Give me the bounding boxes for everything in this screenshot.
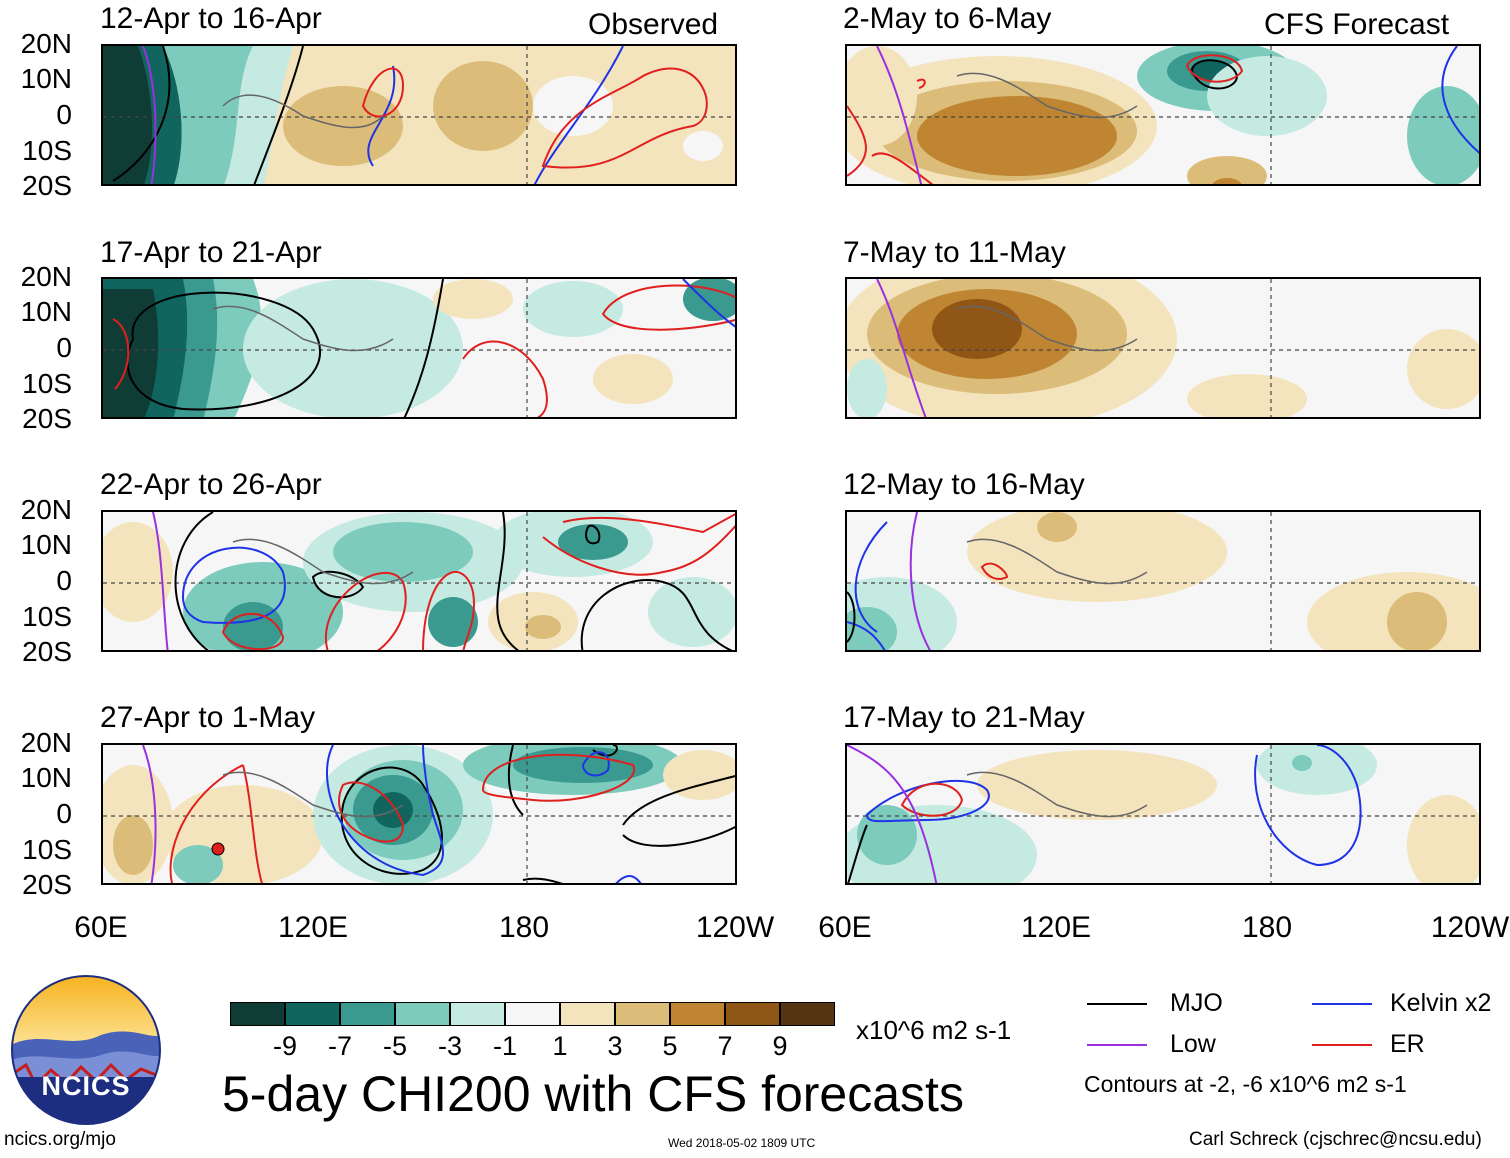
- legend-er-line: [1312, 1044, 1372, 1046]
- panel-title: 12-Apr to 16-Apr: [100, 2, 322, 35]
- map-panel-2may: [845, 44, 1481, 186]
- lon-tick: 180: [1241, 911, 1293, 944]
- lat-tick: 20S: [22, 403, 72, 434]
- lat-tick: 10N: [20, 63, 72, 94]
- footer-url: ncics.org/mjo: [4, 1129, 116, 1150]
- panel-title: 17-Apr to 21-Apr: [100, 236, 322, 269]
- colorbar-swatch: [505, 1002, 560, 1026]
- legend-kelvin-line: [1312, 1003, 1372, 1005]
- main-title: 5-day CHI200 with CFS forecasts: [222, 1066, 964, 1122]
- lon-tick: 120W: [695, 911, 775, 944]
- contour-note: Contours at -2, -6 x10^6 m2 s-1: [1084, 1071, 1407, 1097]
- colorbar-swatch: [285, 1002, 340, 1026]
- colorbar-tick-label: 3: [607, 1031, 623, 1061]
- colorbar-tick-label: -3: [437, 1031, 463, 1061]
- colorbar-swatch: [780, 1002, 835, 1026]
- map-panel-27apr: [101, 743, 737, 885]
- lon-tick: 60E: [74, 911, 128, 944]
- colorbar-swatch: [725, 1002, 780, 1026]
- colorbar-tick-label: -5: [382, 1031, 408, 1061]
- legend-er-label: ER: [1390, 1030, 1425, 1058]
- lat-tick: 10S: [22, 368, 72, 399]
- colorbar-tick-label: -9: [272, 1031, 298, 1061]
- logo-text: NCICS: [41, 1071, 131, 1101]
- lon-tick: 60E: [818, 911, 872, 944]
- map-panel-12may: [845, 510, 1481, 652]
- map-panel-17may: [845, 743, 1481, 885]
- map-panel-17apr: [101, 277, 737, 419]
- lat-tick: 20S: [22, 869, 72, 900]
- observed-label: Observed: [588, 8, 719, 41]
- colorbar-swatch: [340, 1002, 395, 1026]
- ncics-logo: NCICS: [11, 975, 161, 1125]
- colorbar-swatch: [230, 1002, 285, 1026]
- lat-tick: 20N: [20, 494, 72, 525]
- lat-tick: 0: [56, 99, 72, 130]
- panel-title: 17-May to 21-May: [843, 701, 1085, 734]
- lon-tick: 120E: [1020, 911, 1092, 944]
- legend-mjo-label: MJO: [1170, 989, 1223, 1017]
- colorbar-swatch: [670, 1002, 725, 1026]
- colorbar-swatch: [560, 1002, 615, 1026]
- colorbar-swatch: [615, 1002, 670, 1026]
- lat-tick: 20N: [20, 727, 72, 758]
- lat-tick: 10N: [20, 296, 72, 327]
- map-panel-7may: [845, 277, 1481, 419]
- lat-tick: 10N: [20, 529, 72, 560]
- colorbar-tick-label: 5: [662, 1031, 678, 1061]
- lat-tick: 0: [56, 798, 72, 829]
- colorbar-swatch: [450, 1002, 505, 1026]
- colorbar-tick-label: -1: [492, 1031, 518, 1061]
- lat-tick: 20S: [22, 170, 72, 201]
- lat-tick: 10N: [20, 762, 72, 793]
- lat-tick: 20N: [20, 28, 72, 59]
- lat-tick: 10S: [22, 834, 72, 865]
- lat-tick: 0: [56, 565, 72, 596]
- lat-tick: 20S: [22, 636, 72, 667]
- colorbar-tick-label: 7: [717, 1031, 733, 1061]
- legend-kelvin-label: Kelvin x2: [1390, 989, 1492, 1017]
- colorbar-swatch: [395, 1002, 450, 1026]
- legend-low-label: Low: [1170, 1030, 1216, 1058]
- lon-tick: 120W: [1430, 911, 1510, 944]
- panel-title: 27-Apr to 1-May: [100, 701, 316, 734]
- legend-mjo-line: [1087, 1003, 1147, 1005]
- colorbar-tick-label: -7: [327, 1031, 353, 1061]
- legend-low-line: [1087, 1044, 1147, 1046]
- footer-author: Carl Schreck (cjschrec@ncsu.edu): [1189, 1129, 1482, 1150]
- panel-title: 7-May to 11-May: [843, 236, 1066, 269]
- map-panel-12apr: [101, 44, 737, 186]
- lon-tick: 180: [498, 911, 550, 944]
- colorbar-units: x10^6 m2 s-1: [856, 1015, 1012, 1045]
- forecast-label: CFS Forecast: [1264, 8, 1450, 41]
- map-panel-22apr: [101, 510, 737, 652]
- colorbar-tick-label: 1: [552, 1031, 568, 1061]
- footer-timestamp: Wed 2018-05-02 1809 UTC: [668, 1136, 816, 1150]
- lat-tick: 10S: [22, 135, 72, 166]
- lat-tick: 0: [56, 332, 72, 363]
- lon-tick: 120E: [277, 911, 349, 944]
- colorbar-tick-label: 9: [772, 1031, 788, 1061]
- lat-tick: 10S: [22, 601, 72, 632]
- panel-title: 12-May to 16-May: [843, 468, 1085, 501]
- panel-title: 2-May to 6-May: [843, 2, 1052, 35]
- lat-tick: 20N: [20, 261, 72, 292]
- panel-title: 22-Apr to 26-Apr: [100, 468, 322, 501]
